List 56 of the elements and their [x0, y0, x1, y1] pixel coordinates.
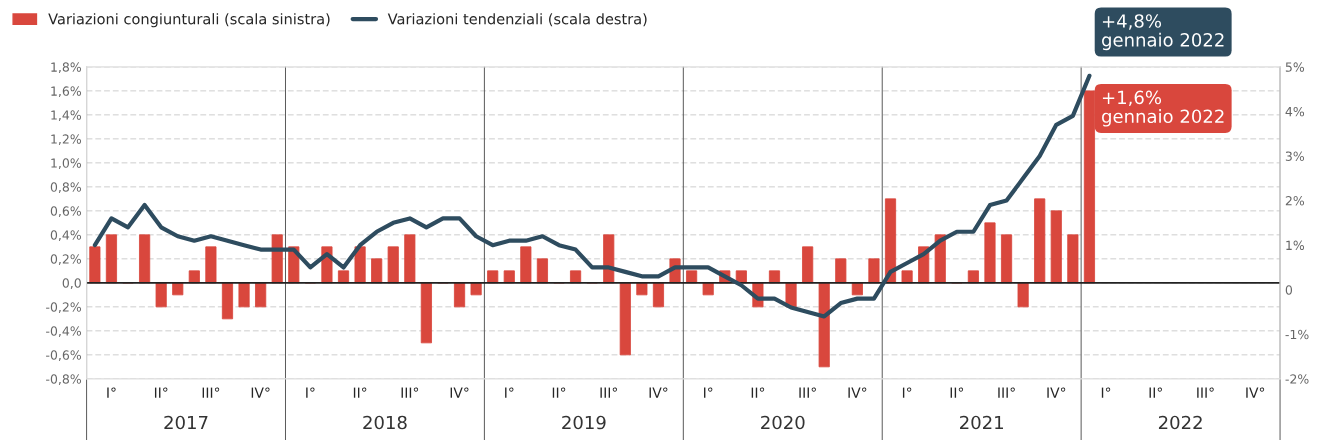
text: +4,8% gennaio 2022 — [1102, 14, 1224, 51]
y-tick-label: 0,0 — [62, 278, 81, 290]
x-tick-label: I° — [902, 387, 912, 398]
text: 2017 — [164, 415, 208, 430]
x-tick-label: IV° — [1047, 387, 1066, 398]
x-tick-label: I° — [1101, 387, 1111, 398]
x-tick-label: III° — [799, 387, 816, 398]
text: 2019 — [562, 415, 606, 430]
y-tick-label: -0,2% — [46, 302, 82, 314]
y-tick-label: -0,4% — [46, 326, 82, 338]
y-tick-label: 1,0% — [51, 158, 82, 170]
y-tick-label: 1,4% — [51, 110, 82, 122]
y2-tick-label: -1% — [1285, 329, 1309, 340]
y2-tick-label: 1% — [1286, 240, 1305, 251]
x-tick-label: IV° — [450, 387, 469, 398]
x-tick-label: IV° — [1246, 387, 1265, 398]
x-tick-label: II° — [950, 387, 964, 398]
x-tick-label: IV° — [251, 387, 270, 398]
x-tick-label: II° — [353, 387, 367, 398]
x-tick-label: II° — [1149, 387, 1162, 398]
text: 2021 — [960, 415, 1003, 430]
x-tick-label: II° — [751, 387, 765, 398]
x-tick-label: II° — [154, 387, 168, 398]
y2-tick-label: 5% — [1285, 62, 1305, 72]
x-tick-label: II° — [552, 387, 566, 398]
x-tick-label: I° — [306, 387, 315, 398]
y-tick-label: 0,4% — [50, 230, 82, 242]
y-tick-label: -0,6% — [46, 350, 82, 362]
text: 2018 — [363, 415, 407, 430]
y-tick-label: 0,6% — [50, 206, 82, 218]
x-tick-label: I° — [505, 387, 514, 398]
y-tick-label: -0,8% — [46, 374, 82, 386]
x-tick-label: I° — [704, 387, 713, 398]
legend-label: Variazioni congiunturali (scala sinistra) — [48, 13, 330, 28]
y-tick-label: 1,2% — [51, 134, 82, 146]
x-tick-label: III° — [202, 387, 220, 398]
legend-label: Variazioni tendenziali (scala destra) — [387, 13, 647, 27]
annotation: +1,6% gennaio 2022 — [1102, 90, 1224, 127]
x-tick-label: III° — [401, 387, 419, 398]
y2-tick-label: 4% — [1285, 106, 1305, 117]
y-tick-label: 0,8% — [50, 182, 82, 194]
y2-tick-label: 2% — [1285, 196, 1305, 206]
y-tick-label: 1,6% — [51, 86, 82, 98]
x-tick-label: I° — [107, 387, 116, 398]
x-tick-label: IV° — [649, 387, 668, 398]
text: 2020 — [761, 415, 805, 430]
text: 2022 — [1158, 415, 1202, 430]
y-tick-label: 1,8% — [51, 62, 82, 74]
x-tick-label: III° — [600, 387, 618, 398]
x-tick-label: III° — [998, 387, 1015, 398]
y2-tick-label: 3% — [1285, 151, 1305, 161]
y2-tick-label: 0 — [1285, 285, 1293, 295]
y2-tick-label: -2% — [1285, 374, 1309, 384]
y-tick-label: 0,2% — [50, 254, 82, 266]
x-tick-label: IV° — [848, 387, 867, 398]
x-tick-label: III° — [1197, 387, 1214, 398]
